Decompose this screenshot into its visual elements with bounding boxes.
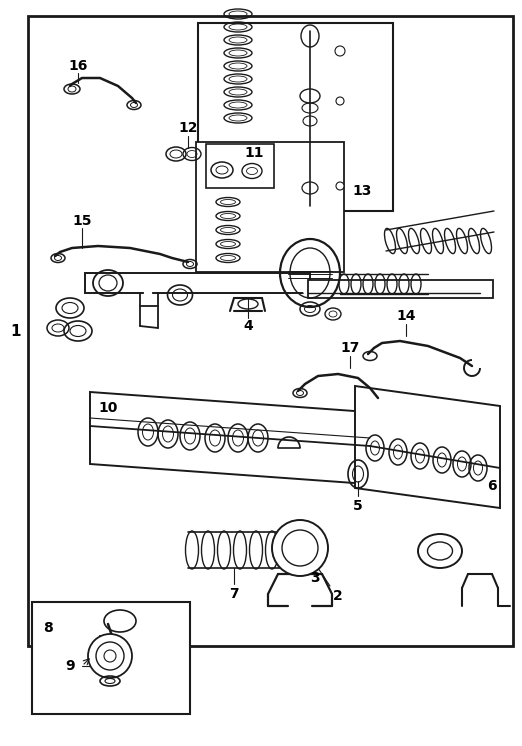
Text: 2: 2 xyxy=(333,589,343,603)
Text: 11: 11 xyxy=(244,146,264,160)
Bar xyxy=(28,16,513,646)
Circle shape xyxy=(336,97,344,105)
Text: 7: 7 xyxy=(229,587,239,601)
Text: 17: 17 xyxy=(340,341,360,355)
Bar xyxy=(206,144,274,188)
Text: 3: 3 xyxy=(310,571,320,585)
Polygon shape xyxy=(355,386,500,508)
Text: 1: 1 xyxy=(11,324,21,339)
Text: 6: 6 xyxy=(487,479,497,493)
Bar xyxy=(308,280,493,298)
Bar xyxy=(196,142,344,272)
Text: 10: 10 xyxy=(98,401,117,415)
Circle shape xyxy=(282,530,318,566)
Text: 5: 5 xyxy=(353,499,363,513)
Text: 8: 8 xyxy=(43,621,53,635)
Circle shape xyxy=(272,520,328,576)
Text: 4: 4 xyxy=(243,319,253,333)
Polygon shape xyxy=(90,392,368,484)
Circle shape xyxy=(104,650,116,662)
Text: 9: 9 xyxy=(65,659,75,673)
Bar xyxy=(198,23,393,211)
Text: 13: 13 xyxy=(352,184,372,198)
Text: 15: 15 xyxy=(72,214,92,228)
Circle shape xyxy=(336,182,344,190)
Text: 14: 14 xyxy=(396,309,416,323)
Text: 12: 12 xyxy=(178,121,198,135)
Circle shape xyxy=(88,634,132,678)
Bar xyxy=(32,602,190,714)
Bar xyxy=(85,273,310,293)
Circle shape xyxy=(335,46,345,56)
Text: 16: 16 xyxy=(68,59,88,73)
Circle shape xyxy=(96,642,124,670)
